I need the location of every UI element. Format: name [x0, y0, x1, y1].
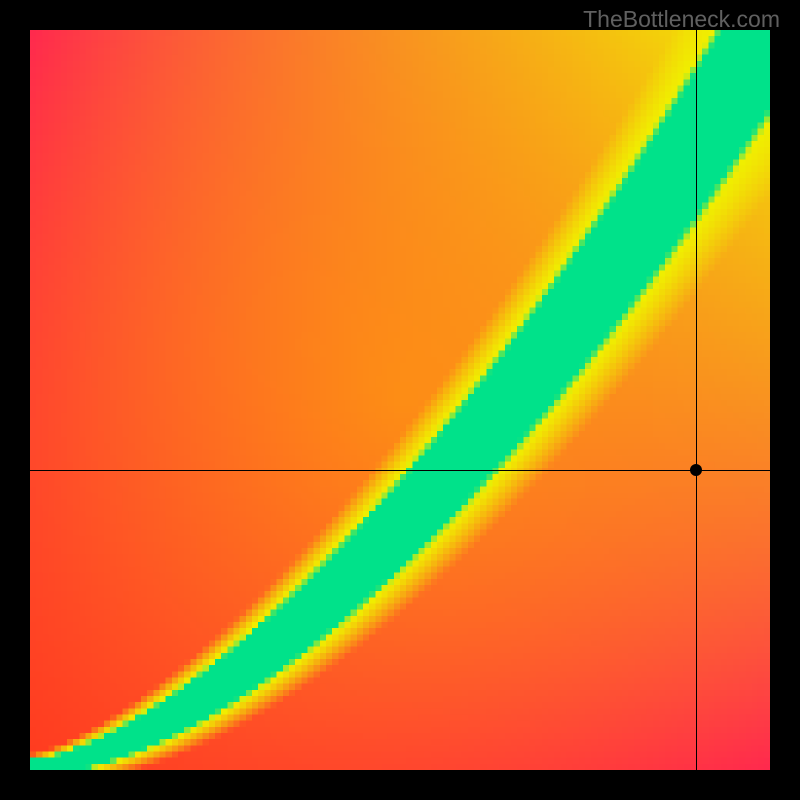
watermark-text: TheBottleneck.com: [583, 6, 780, 33]
bottleneck-heatmap: [30, 30, 770, 770]
crosshair-horizontal: [30, 470, 770, 471]
crosshair-marker: [690, 464, 702, 476]
crosshair-vertical: [696, 30, 697, 770]
